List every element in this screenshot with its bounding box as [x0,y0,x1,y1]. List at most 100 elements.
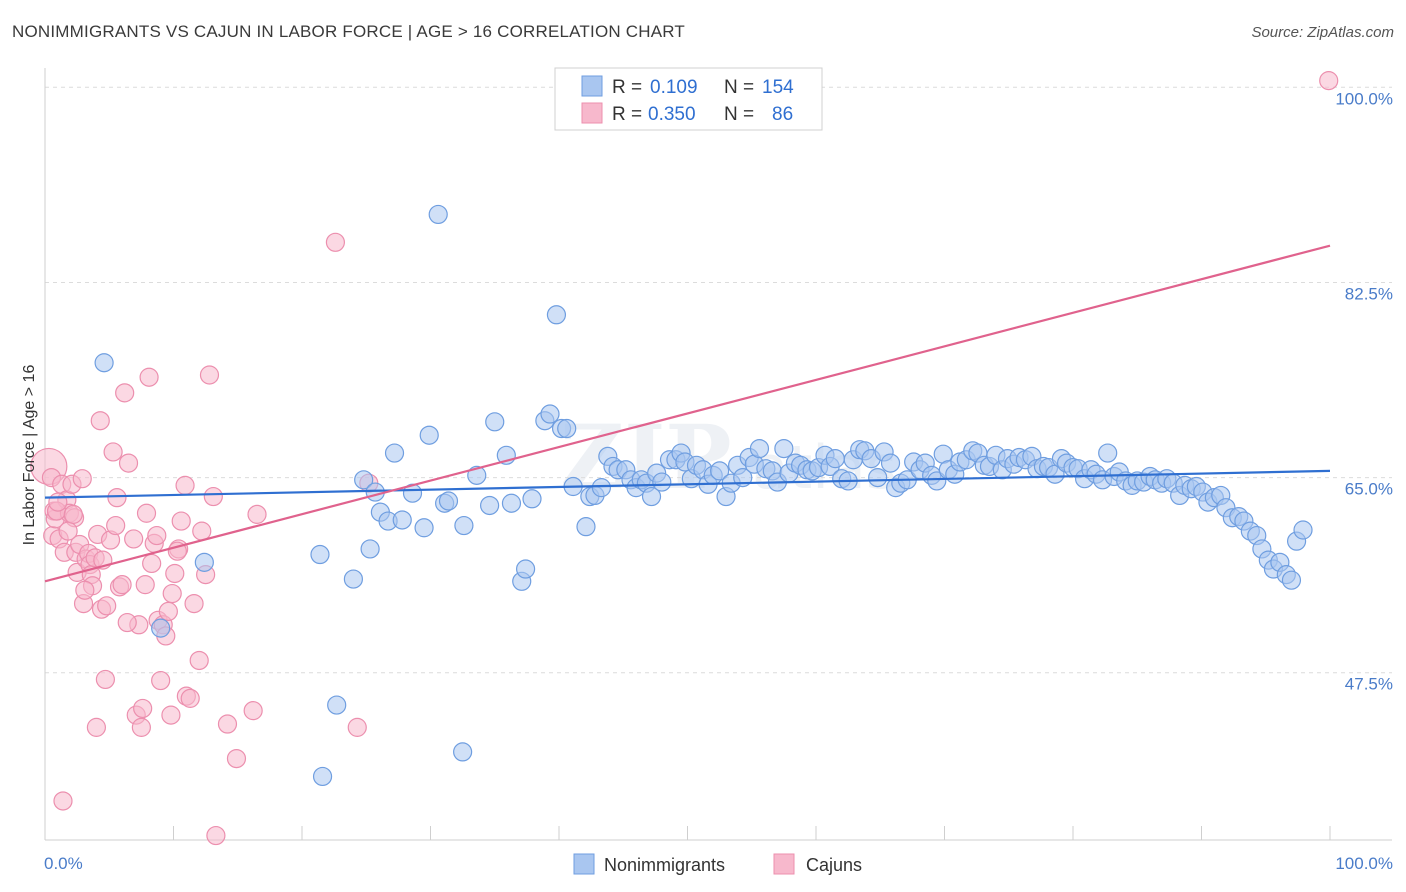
cajuns-point-71 [247,504,267,524]
nonimmigrants-point-15 [414,518,434,538]
nonimmigrants-trend-line [44,469,1331,499]
nonimmigrants-point-26 [501,493,522,513]
cajuns-point-38 [118,453,139,473]
nonimmigrants-point-17 [428,204,448,225]
cajuns-point-55 [165,563,185,584]
cajuns-point-34 [107,488,127,508]
y-tick-label-2: 82.5% [1345,284,1393,303]
y-tick-label-0: 47.5% [1345,675,1393,694]
cajuns-point-60 [180,688,200,708]
cajuns-point-85 [48,492,68,512]
cajuns-point-37 [115,383,135,403]
nonimmigrants-point-1 [194,552,214,572]
x-tick-label-1: 100.0% [1335,854,1393,873]
cajuns-point-73 [347,717,367,737]
bottom-legend-swatch-nonimmigrants [573,853,595,875]
cajuns-point-42 [131,717,151,737]
cajuns-point-43 [135,575,155,595]
cajuns-point-58 [175,475,195,495]
cajuns-point-50 [151,670,171,691]
nonimmigrants-point-20 [453,742,473,762]
nonimmigrants-point-39 [591,478,612,498]
cajuns-point-48 [147,525,167,546]
nonimmigrants-point-126 [1098,443,1118,463]
cajuns-point-44 [136,503,157,523]
nonimmigrants-point-0 [94,353,114,373]
cajuns-point-77 [58,521,78,541]
cajuns-points [30,71,1339,846]
cajuns-point-66 [203,486,223,507]
nonimmigrants-points [94,204,1313,787]
cajuns-point-32 [103,442,123,462]
legend-n-label-2: N = [724,104,754,125]
cajuns-point-72 [325,232,346,252]
nonimmigrants-point-8 [354,470,374,490]
nonimmigrants-point-80 [825,449,845,469]
nonimmigrants-point-97 [927,471,947,491]
cajuns-point-75 [53,791,73,811]
nonimmigrants-point-3 [310,544,330,565]
cajuns-point-24 [86,717,107,737]
cajuns-point-63 [192,521,212,541]
nonimmigrants-point-12 [384,443,405,463]
legend-n-label-1: N = [724,77,754,98]
x-tick-label-0: 0.0% [44,854,83,873]
nonimmigrants-point-19 [438,491,459,511]
cajuns-point-84 [1319,71,1339,91]
cajuns-point-45 [139,367,159,387]
nonimmigrants-point-29 [522,489,542,509]
nonimmigrants-point-2 [151,618,171,638]
nonimmigrants-point-9 [365,482,385,502]
chart-title: NONIMMIGRANTS VS CAJUN IN LABOR FORCE | … [12,22,686,41]
cajuns-point-68 [217,714,238,734]
legend-r-value-2: 0.350 [648,104,696,125]
trend-lines [44,244,1331,583]
cajuns-point-39 [124,529,144,549]
cajuns-point-61 [184,593,204,614]
legend-n-value-2: 86 [772,104,793,125]
cajuns-point-36 [112,575,132,595]
legend-r-label-1: R = [612,77,642,98]
cajuns-point-46 [142,553,162,574]
legend-r-label-2: R = [612,104,642,125]
nonimmigrants-point-31 [540,404,560,424]
source-credit: Source: ZipAtlas.com [1251,24,1394,41]
cajuns-point-54 [162,583,182,604]
nonimmigrants-point-34 [557,418,577,439]
cajuns-point-70 [243,701,263,721]
nonimmigrants-point-60 [710,461,730,481]
nonimmigrants-point-7 [360,539,380,559]
cajuns-point-62 [189,650,209,671]
nonimmigrants-point-23 [480,495,500,516]
cajuns-point-82 [167,541,187,561]
nonimmigrants-point-87 [868,467,888,488]
cajuns-point-79 [117,612,137,633]
cajuns-point-65 [199,365,220,385]
x-tick-labels: 0.0% 100.0% [44,854,1393,873]
nonimmigrants-point-159 [1293,520,1313,540]
cajuns-point-16 [72,469,92,489]
nonimmigrants-point-157 [1281,570,1302,590]
nonimmigrants-point-6 [343,569,363,589]
legend-swatch-blue [581,75,603,97]
nonimmigrants-point-24 [485,412,505,432]
x-axis-ticks [44,826,1331,840]
stats-legend: R = 0.109 N = 154 R = 0.350 N = 86 [554,67,823,131]
grid-lines [45,86,1392,674]
series-legend: Nonimmigrants Cajuns [573,853,862,875]
cajuns-point-69 [226,748,247,769]
cajuns-point-26 [90,411,110,431]
nonimmigrants-point-50 [652,472,672,492]
y-tick-label-3: 100.0% [1335,89,1393,108]
nonimmigrants-point-71 [774,438,794,459]
legend-swatch-pink [581,102,603,124]
cajuns-point-33 [106,515,126,536]
nonimmigrants-point-32 [546,305,567,325]
nonimmigrants-point-16 [419,425,439,445]
cajuns-point-67 [206,825,226,846]
cajuns-point-83 [63,504,83,524]
nonimmigrants-point-48 [641,486,662,507]
cajuns-trend-line [44,244,1331,583]
cajuns-point-29 [95,669,115,690]
